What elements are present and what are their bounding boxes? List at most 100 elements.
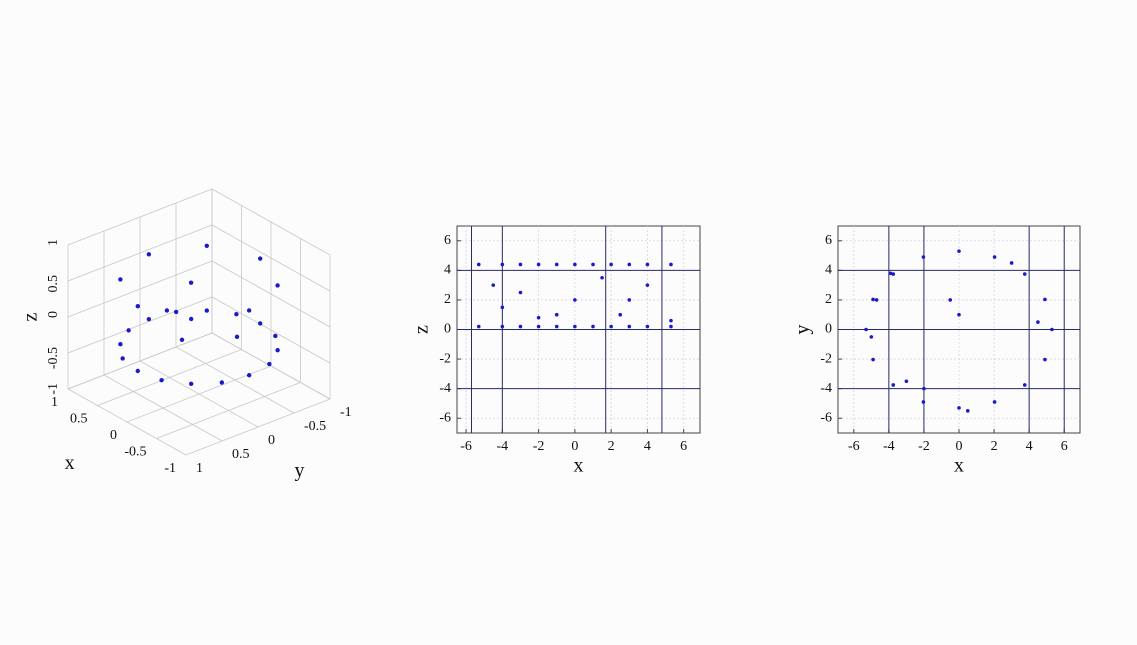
x-tick-label: 0 <box>110 428 117 443</box>
y-tick-label: -2 <box>820 351 832 366</box>
point <box>591 324 595 329</box>
point <box>126 328 131 333</box>
point <box>618 312 623 317</box>
point <box>609 262 613 267</box>
x-tick-label: -4 <box>496 439 508 454</box>
x-tick-label: 6 <box>680 439 687 454</box>
x-tick-label: 2 <box>608 439 615 454</box>
point <box>957 249 961 253</box>
point <box>118 342 123 347</box>
grid-line <box>211 332 331 400</box>
grid-line <box>67 224 213 282</box>
point <box>476 324 481 329</box>
x-tick-label: -4 <box>883 439 895 454</box>
point <box>536 315 541 320</box>
grid-line <box>67 188 213 246</box>
point <box>554 312 559 317</box>
grid-line <box>211 188 331 256</box>
point <box>476 262 481 267</box>
point <box>645 262 650 267</box>
z-tick-label: 1 <box>46 239 61 246</box>
grid-line <box>211 224 331 292</box>
x-tick-label: 0.5 <box>70 412 88 427</box>
y-tick-label: 2 <box>444 292 451 307</box>
point <box>1022 383 1027 387</box>
y-tick-label: -1 <box>340 405 352 420</box>
x-axis-label: x <box>574 455 584 477</box>
y-tick-label: 0 <box>444 322 451 337</box>
y-tick-label: 6 <box>444 233 451 248</box>
point <box>669 324 673 329</box>
grid-line <box>103 374 223 442</box>
grid-line <box>211 260 331 328</box>
x-tick-label: -6 <box>848 439 860 454</box>
y-tick-label: -4 <box>439 381 451 396</box>
point <box>204 243 209 248</box>
y-tick-label: 1 <box>196 461 203 476</box>
point <box>246 373 252 378</box>
point <box>600 275 604 280</box>
point <box>135 368 140 374</box>
x-tick-label: -1 <box>164 461 176 476</box>
point <box>173 309 179 315</box>
point <box>871 357 875 362</box>
point <box>267 361 272 367</box>
point <box>921 400 926 404</box>
x-tick-label: 4 <box>1026 439 1033 454</box>
y-axis-label: y <box>295 459 305 481</box>
point <box>957 406 961 410</box>
point <box>871 297 875 302</box>
x-axis-label: x <box>954 455 964 477</box>
grid-line <box>175 346 295 414</box>
point <box>273 333 278 339</box>
point <box>888 271 893 276</box>
y-tick-label: -4 <box>820 381 832 396</box>
point <box>275 348 280 353</box>
z-axis-label: z <box>20 312 42 321</box>
y-tick-label: 4 <box>825 263 832 278</box>
point <box>948 298 953 302</box>
grid-line <box>67 296 213 354</box>
y-tick-label: 0 <box>825 322 832 337</box>
point <box>536 324 541 329</box>
point <box>554 262 559 267</box>
x-tick-label: 6 <box>1061 439 1068 454</box>
grid-line <box>67 332 213 390</box>
x-tick-label: 1 <box>51 395 58 410</box>
point <box>500 262 505 267</box>
point <box>573 262 577 267</box>
x-tick-label: 0 <box>571 439 578 454</box>
point <box>189 316 194 322</box>
y-tick-label: -6 <box>820 410 832 425</box>
point <box>922 386 926 391</box>
point <box>869 335 874 339</box>
point <box>120 356 125 361</box>
point <box>491 283 496 287</box>
point <box>1022 272 1027 276</box>
grid-line <box>67 260 213 318</box>
point <box>891 383 896 387</box>
point <box>645 324 650 329</box>
grid-line <box>211 296 331 364</box>
y-tick-label: -2 <box>439 351 451 366</box>
point <box>518 290 523 295</box>
point <box>1043 297 1047 302</box>
x-tick-label: -2 <box>918 439 930 454</box>
point <box>669 318 673 323</box>
point <box>965 409 970 413</box>
point <box>921 255 926 259</box>
point <box>275 283 280 288</box>
point <box>627 262 632 267</box>
point <box>234 334 240 339</box>
x-tick-label: -2 <box>533 439 545 454</box>
y-tick-label: 6 <box>825 233 832 248</box>
point <box>258 321 263 326</box>
point <box>864 327 868 332</box>
point <box>219 380 225 385</box>
point <box>627 324 632 329</box>
point <box>573 298 577 302</box>
grid-line <box>67 388 187 456</box>
point <box>146 316 152 322</box>
z-tick-label: 0 <box>46 311 61 318</box>
point <box>159 378 164 383</box>
